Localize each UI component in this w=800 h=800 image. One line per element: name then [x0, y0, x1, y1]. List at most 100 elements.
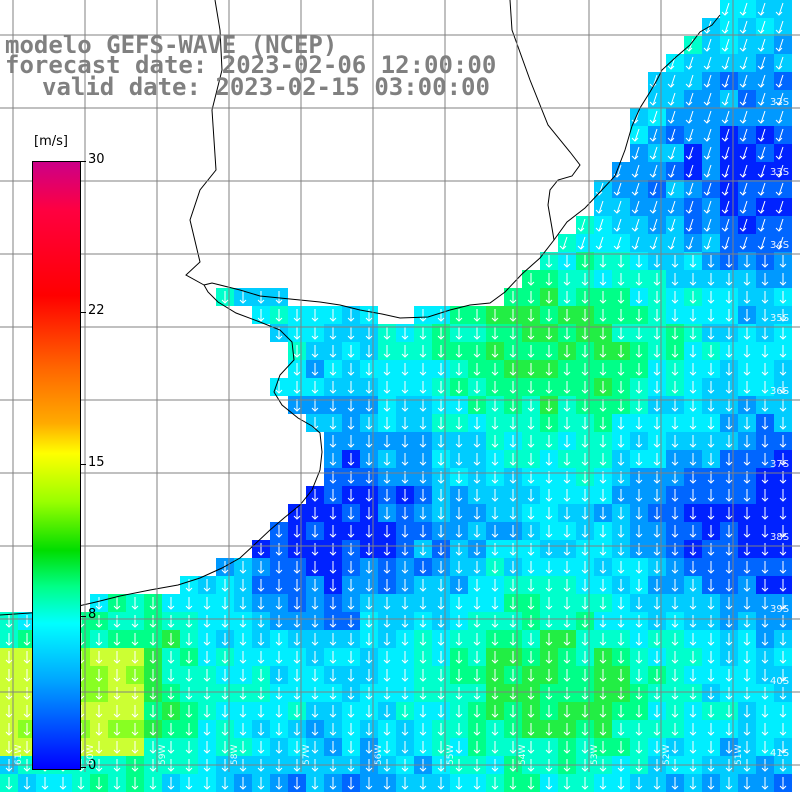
- wind-arrow: [239, 597, 247, 610]
- wind-arrow: [545, 615, 553, 628]
- wind-arrow: [329, 723, 337, 736]
- wind-arrow: [635, 309, 643, 322]
- wind-arrow: [721, 56, 730, 70]
- wind-arrow: [703, 110, 712, 124]
- wind-arrow: [703, 200, 712, 214]
- wind-arrow: [311, 777, 319, 790]
- wind-arrow: [455, 579, 463, 592]
- wind-arrow: [649, 128, 658, 142]
- wind-arrow: [329, 309, 337, 322]
- wind-arrow: [293, 669, 301, 682]
- wind-cell: [612, 198, 630, 216]
- wind-arrow: [653, 453, 661, 466]
- wind-arrow: [563, 435, 571, 448]
- wind-arrow: [509, 561, 517, 574]
- wind-arrow: [671, 435, 679, 448]
- wind-arrow: [167, 597, 175, 610]
- wind-arrow: [743, 723, 751, 736]
- wind-arrow: [635, 669, 643, 682]
- wind-arrow: [383, 435, 391, 448]
- wind-arrow: [293, 507, 301, 520]
- wind-arrow: [563, 741, 571, 754]
- wind-arrow: [437, 381, 445, 394]
- wind-cell: [648, 108, 666, 126]
- wind-arrow: [545, 345, 553, 358]
- wind-arrow: [649, 146, 658, 160]
- wind-arrow: [185, 597, 193, 610]
- wind-arrow: [743, 435, 751, 448]
- wind-arrow: [347, 543, 355, 556]
- wind-arrow: [383, 579, 391, 592]
- wind-arrow: [275, 291, 283, 304]
- wind-arrow: [707, 615, 715, 628]
- lat-label: 41S: [770, 748, 790, 759]
- wind-arrow: [631, 110, 640, 124]
- wind-arrow: [707, 489, 715, 502]
- wind-arrow: [383, 381, 391, 394]
- wind-arrow: [221, 597, 229, 610]
- wind-cell: [774, 162, 792, 180]
- wind-arrow: [563, 651, 571, 664]
- wind-arrow: [509, 327, 517, 340]
- wind-cell: [684, 144, 702, 162]
- wind-arrow: [401, 579, 409, 592]
- wind-arrow: [761, 525, 769, 538]
- wind-arrow: [185, 687, 193, 700]
- wind-arrow: [329, 417, 337, 430]
- wind-arrow: [707, 651, 715, 664]
- wind-arrow: [527, 381, 535, 394]
- wind-arrow: [221, 651, 229, 664]
- wind-arrow: [491, 633, 499, 646]
- lat-label: 39S: [770, 604, 790, 615]
- wind-arrow: [473, 669, 481, 682]
- wind-arrow: [185, 723, 193, 736]
- wind-arrow: [401, 669, 409, 682]
- wind-cell: [612, 162, 630, 180]
- wind-arrow: [401, 525, 409, 538]
- wind-arrow: [365, 489, 373, 502]
- wind-arrow: [725, 399, 733, 412]
- wind-arrow: [671, 327, 679, 340]
- wind-arrow: [437, 741, 445, 754]
- wind-arrow: [707, 579, 715, 592]
- wind-arrow: [491, 777, 499, 790]
- wind-arrow: [635, 633, 643, 646]
- wind-arrow: [653, 525, 661, 538]
- wind-arrow: [365, 507, 373, 520]
- wind-arrow: [275, 687, 283, 700]
- wind-arrow: [311, 363, 319, 376]
- wind-cell: [666, 180, 684, 198]
- wind-arrow: [149, 741, 157, 754]
- wind-arrows: [5, 2, 787, 790]
- wind-arrow: [5, 651, 13, 664]
- wind-arrow: [401, 561, 409, 574]
- wind-arrow: [365, 615, 373, 628]
- wind-arrow: [5, 723, 13, 736]
- wind-arrow: [739, 146, 748, 160]
- wind-arrow: [779, 579, 787, 592]
- wind-arrow: [653, 507, 661, 520]
- colorbar-tick: [80, 616, 86, 617]
- wind-arrow: [743, 417, 751, 430]
- wind-arrow: [779, 669, 787, 682]
- wind-cell: [630, 198, 648, 216]
- wind-arrow: [667, 164, 676, 178]
- wind-cell: [666, 162, 684, 180]
- wind-arrow: [419, 597, 427, 610]
- wind-arrow: [491, 723, 499, 736]
- wind-arrow: [203, 741, 211, 754]
- wind-arrow: [635, 435, 643, 448]
- lon-label: 59W: [158, 744, 168, 765]
- wind-arrow: [257, 651, 265, 664]
- wind-arrow: [721, 110, 730, 124]
- wind-arrow: [149, 615, 157, 628]
- wind-arrow: [671, 489, 679, 502]
- wind-arrow: [667, 92, 676, 106]
- wind-arrow: [23, 723, 31, 736]
- wind-arrow: [365, 669, 373, 682]
- wind-cell: [738, 108, 756, 126]
- wind-arrow: [743, 543, 751, 556]
- wind-arrow: [757, 74, 766, 88]
- wind-arrow: [491, 435, 499, 448]
